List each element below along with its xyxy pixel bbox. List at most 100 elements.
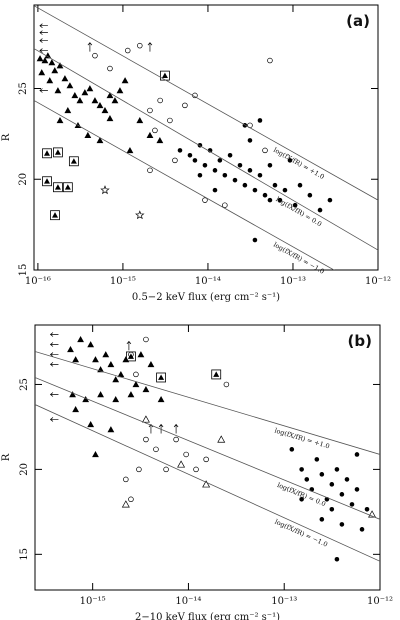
x-tick-label: 10⁻¹³ [271, 596, 297, 607]
open-circle-point [152, 127, 158, 134]
upper-limit-arrow [147, 42, 153, 52]
boxed-triangle-point [42, 176, 52, 187]
box [68, 156, 79, 167]
triangle-point [127, 391, 135, 398]
circle-point [222, 172, 228, 178]
circle-point [197, 172, 203, 178]
triangle-point [132, 381, 140, 388]
circle-point [192, 158, 198, 163]
box [126, 351, 136, 362]
reference-line [35, 404, 380, 562]
triangle-point [84, 131, 92, 139]
open-triangle-point [177, 460, 186, 468]
open-circle-point [92, 52, 98, 59]
y-tick-label: 20 [18, 173, 29, 186]
triangle-point [86, 85, 94, 92]
plot-area [34, 5, 378, 270]
triangle-point [71, 91, 79, 99]
circle-point [344, 477, 350, 482]
boxed-triangle-point [156, 372, 166, 383]
circle-point [257, 118, 263, 123]
y-axis-label: R [1, 133, 12, 141]
triangle-point [147, 361, 155, 368]
triangle-point [106, 115, 114, 122]
circle-point [317, 207, 323, 213]
triangle-point [142, 385, 150, 393]
circle-point [319, 472, 325, 477]
open-circle-point [147, 107, 153, 114]
x-tick-label: 10⁻¹² [365, 276, 391, 287]
limit-arrow-left [39, 38, 48, 43]
circle-point [354, 487, 360, 492]
triangle-point [91, 97, 99, 104]
triangle-point [48, 59, 56, 66]
triangle-point [112, 376, 120, 383]
boxed-triangle-point [126, 351, 136, 362]
limit-arrow-left [49, 417, 59, 422]
circle-point [277, 197, 283, 203]
circle-point [339, 492, 345, 497]
line-label: log(fX/fR) = +1.0 [274, 427, 331, 451]
limit-arrow-left [39, 23, 48, 28]
star-point [100, 185, 110, 195]
circle-point [187, 152, 193, 158]
plot-frame [33, 4, 379, 271]
open-triangle-point [202, 480, 211, 488]
x-tick-label: 10⁻¹⁵ [80, 596, 106, 607]
triangle-point [54, 87, 62, 94]
box-triangle [213, 371, 220, 377]
open-circle-point [107, 65, 113, 72]
circle-point [287, 158, 293, 163]
triangle-point [56, 62, 64, 69]
open-circle-point [123, 476, 129, 483]
upper-limit-arrow [126, 340, 132, 351]
triangle-point [36, 55, 44, 62]
circle-point [177, 148, 183, 153]
circle-point [329, 507, 335, 512]
circle-point [359, 527, 365, 532]
box-triangle [54, 149, 61, 155]
line-label: log(fX/fR) = −1.0 [274, 518, 329, 549]
limit-arrow-left [39, 88, 48, 93]
circle-point [257, 172, 263, 178]
open-circle-point [136, 466, 142, 473]
circle-point [334, 556, 340, 562]
triangle-point [126, 146, 134, 154]
y-tick-label: 20 [19, 463, 30, 476]
circle-point [267, 197, 273, 203]
triangle-point [107, 426, 115, 433]
circle-point [242, 182, 248, 188]
open-triangle-point [368, 510, 377, 518]
triangle-point [111, 97, 119, 104]
upper-limit-arrow [87, 42, 93, 52]
circle-point [304, 477, 310, 482]
triangle-point [146, 131, 154, 139]
y-axis-label: R [1, 453, 12, 461]
triangle-point [76, 97, 84, 104]
triangle-point [136, 117, 144, 124]
circle-point [252, 237, 258, 243]
panel-label: (a) [346, 12, 370, 30]
box-triangle [54, 184, 61, 190]
circle-point [272, 182, 278, 188]
box-triangle [70, 158, 77, 164]
triangle-point [102, 351, 110, 358]
open-circle-point [163, 466, 169, 473]
circle-point [364, 507, 370, 512]
box [50, 210, 60, 221]
triangle-point [116, 87, 124, 94]
circle-point [334, 467, 340, 472]
triangle-point [87, 341, 95, 348]
triangle-point [96, 101, 104, 109]
open-circle-point [137, 42, 143, 49]
triangle-point [92, 356, 99, 363]
open-circle-point [125, 47, 131, 54]
circle-point [292, 202, 298, 208]
triangle-point [72, 406, 80, 413]
limit-arrow-left [49, 352, 59, 357]
open-circle-point [143, 336, 149, 343]
circle-point [297, 182, 303, 188]
triangle-point [112, 396, 120, 403]
open-triangle-point [121, 500, 130, 508]
